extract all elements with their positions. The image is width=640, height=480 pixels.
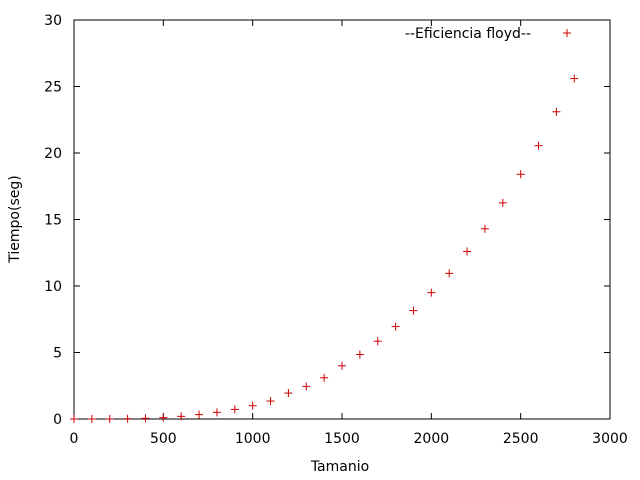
data-points	[70, 74, 579, 423]
x-tick-label: 2500	[503, 431, 539, 447]
data-point	[391, 322, 400, 331]
data-point	[373, 337, 382, 346]
x-tick-label: 1500	[324, 431, 360, 447]
data-point	[320, 373, 329, 382]
data-point	[338, 361, 346, 370]
y-tick-label: 5	[53, 346, 62, 362]
x-tick-label: 2000	[414, 431, 450, 447]
data-point	[302, 382, 311, 391]
x-tick-label: 3000	[592, 431, 628, 447]
y-tick-label: 30	[44, 13, 62, 29]
data-point	[445, 269, 454, 278]
data-point	[105, 415, 114, 423]
data-point	[498, 198, 507, 207]
data-point	[284, 389, 293, 398]
legend: --Eficiencia floyd--	[405, 26, 571, 42]
x-tick-label: 0	[70, 431, 79, 447]
y-tick-label: 20	[44, 146, 62, 162]
x-tick-label: 500	[150, 431, 177, 447]
y-tick-label: 15	[44, 213, 62, 229]
data-point	[534, 141, 543, 150]
data-point	[355, 350, 364, 359]
y-tick-label: 25	[44, 80, 62, 96]
data-point	[409, 306, 418, 315]
data-point	[516, 170, 525, 179]
data-point	[87, 415, 96, 423]
data-point	[266, 397, 275, 406]
data-point	[463, 247, 472, 256]
tick-labels: 0 500 1000 1500 2000 2500 3000 0 5 10 15 20 25 30	[44, 13, 628, 447]
data-point	[141, 414, 150, 423]
data-point	[123, 414, 132, 423]
data-point	[70, 415, 78, 423]
data-point	[195, 410, 204, 419]
x-axis-label: Tamanio	[310, 459, 369, 475]
legend-marker-symbol	[563, 29, 571, 37]
data-point	[159, 413, 168, 422]
y-axis-label: Tiempo(seg)	[7, 175, 23, 263]
data-point	[177, 412, 186, 421]
data-point	[212, 408, 221, 417]
data-point	[427, 288, 436, 297]
x-tick-label: 1000	[235, 431, 271, 447]
data-point	[480, 224, 489, 233]
data-point	[552, 107, 561, 116]
axis-ticks	[73, 19, 611, 420]
data-point	[570, 74, 579, 83]
data-point	[248, 401, 257, 410]
plot-frame	[73, 19, 611, 420]
legend-marker	[563, 29, 571, 37]
legend-label: --Eficiencia floyd--	[405, 26, 531, 42]
y-tick-label: 0	[53, 412, 62, 428]
y-tick-label: 10	[44, 279, 62, 295]
data-point	[230, 405, 239, 414]
